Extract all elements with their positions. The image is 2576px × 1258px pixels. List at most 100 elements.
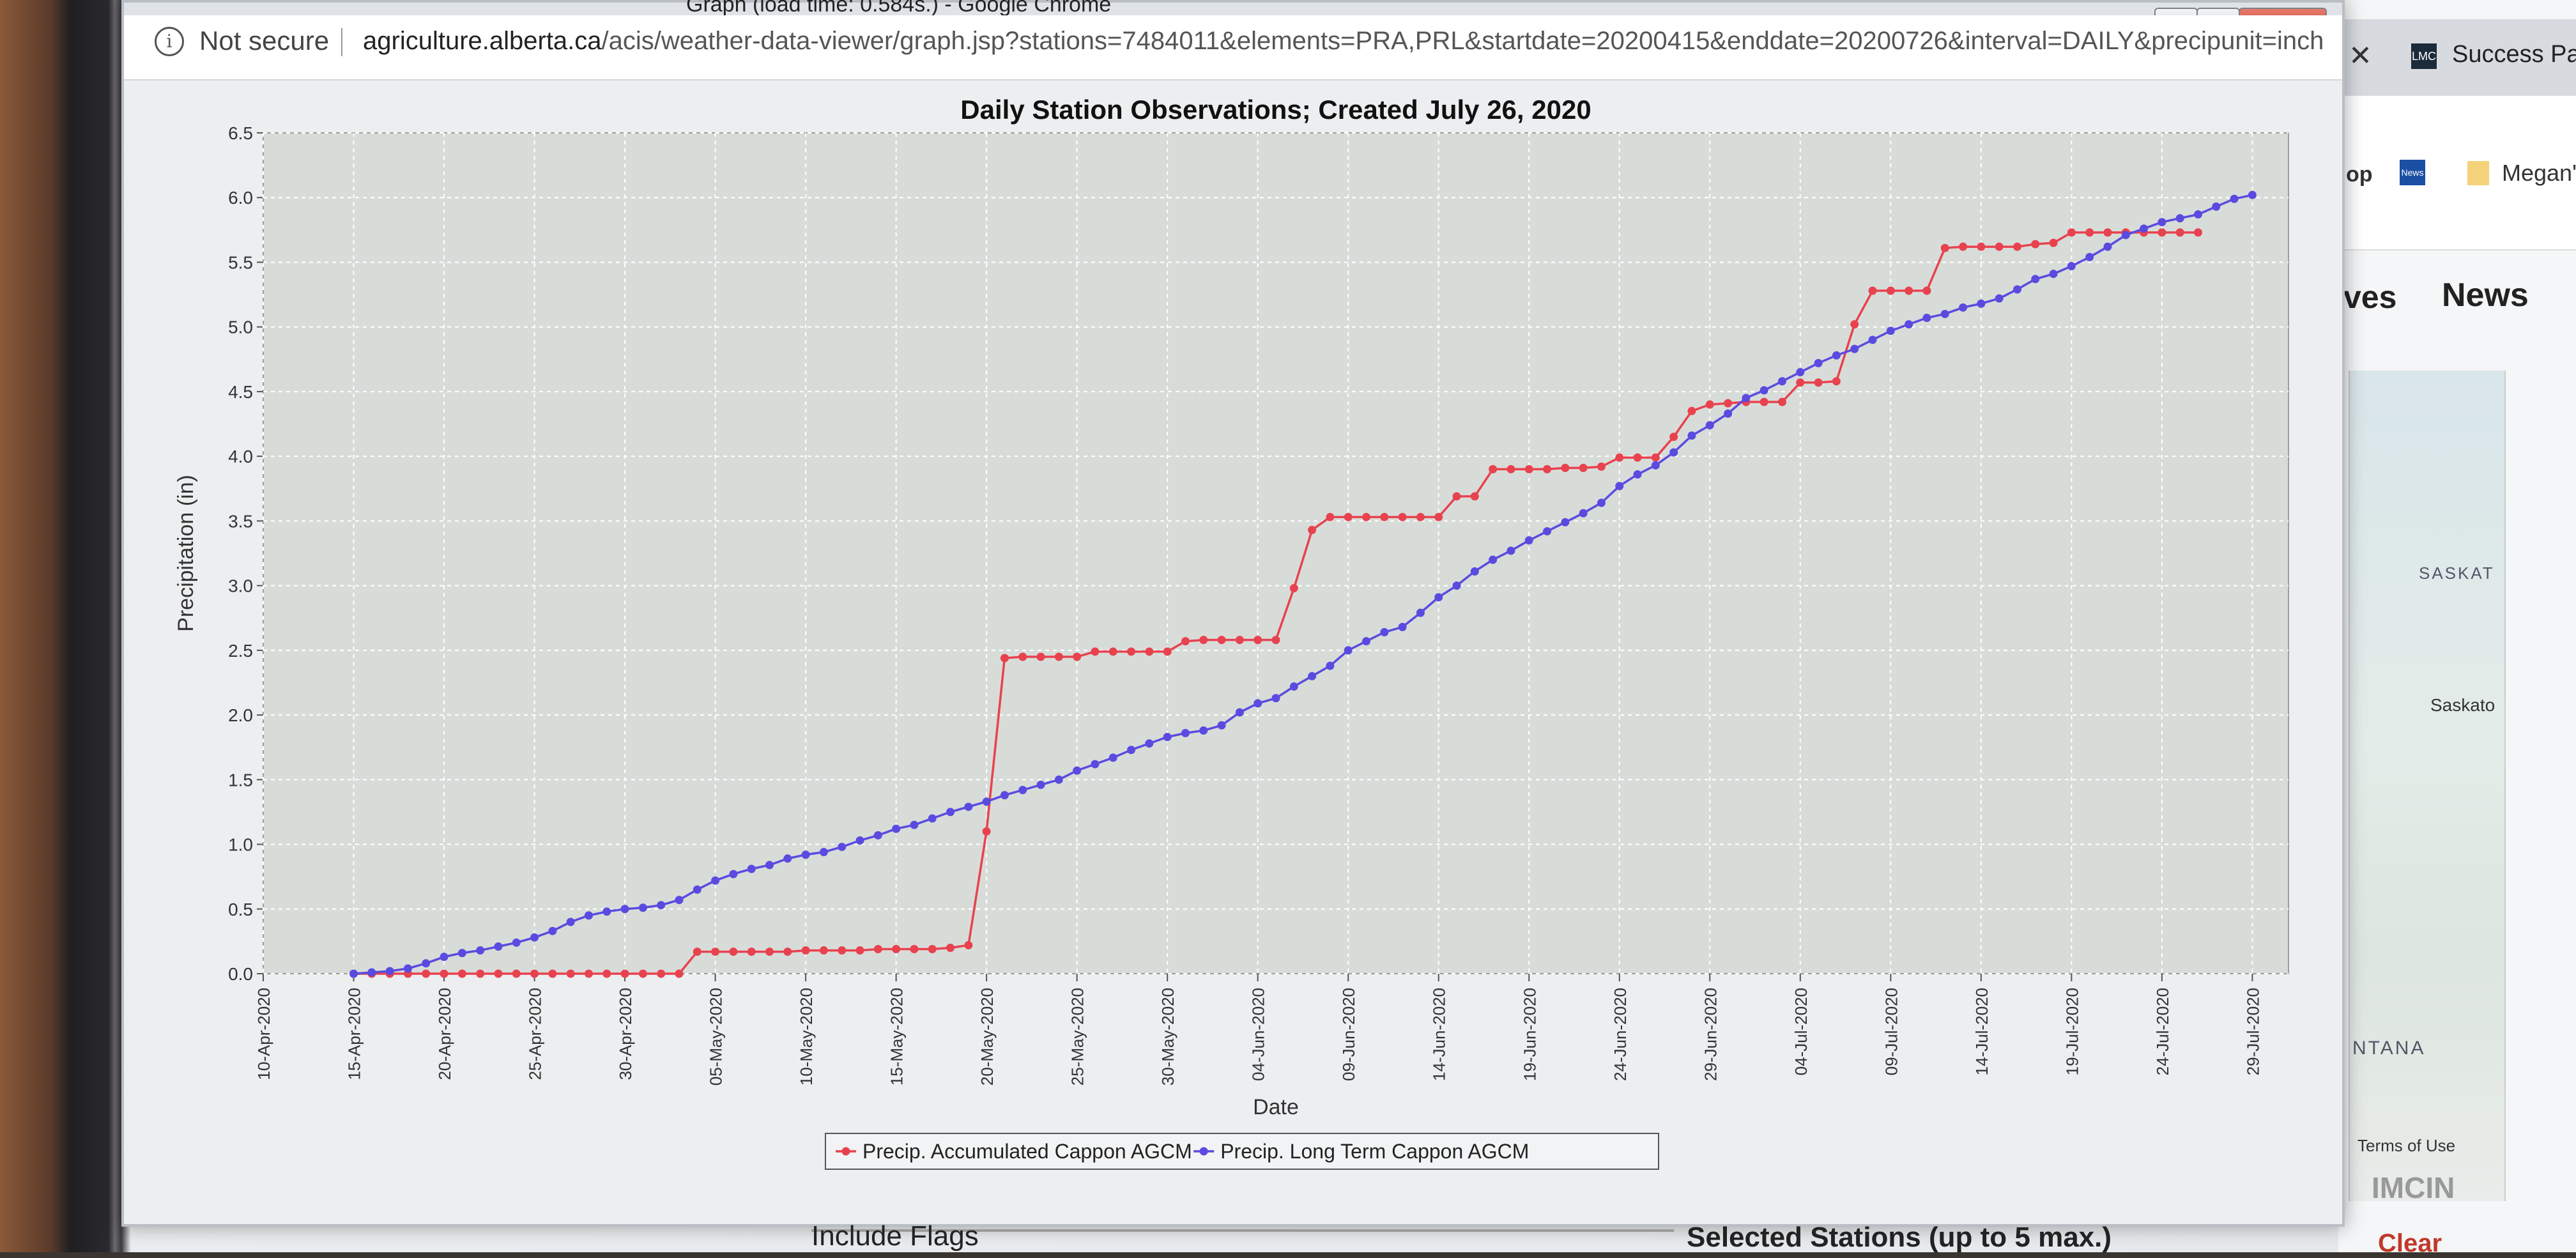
background-tab-title[interactable]: Success Pa bbox=[2452, 41, 2576, 68]
url-path: /acis/weather-data-viewer/graph.jsp?stat… bbox=[602, 27, 2324, 55]
data-point bbox=[367, 968, 376, 976]
selected-stations-label: Selected Stations (up to 5 max.) bbox=[1687, 1222, 2112, 1254]
x-tick-label: 05-May-2020 bbox=[707, 988, 726, 1085]
data-point bbox=[729, 947, 737, 956]
data-point bbox=[657, 970, 665, 978]
x-tick-label: 25-Apr-2020 bbox=[526, 988, 545, 1080]
data-point bbox=[729, 870, 737, 878]
precipitation-chart: Daily Station Observations; Created July… bbox=[124, 81, 2342, 1224]
data-point bbox=[1561, 464, 1569, 472]
address-bar[interactable]: i Not secure agriculture.alberta.ca/acis… bbox=[124, 15, 2342, 81]
data-point bbox=[1163, 647, 1172, 656]
data-point bbox=[675, 970, 683, 978]
x-tick-label: 30-May-2020 bbox=[1158, 988, 1177, 1085]
data-point bbox=[1037, 781, 1045, 789]
data-point bbox=[1742, 394, 1750, 403]
data-point bbox=[1434, 513, 1443, 521]
plot-background bbox=[263, 133, 2288, 974]
data-point bbox=[946, 808, 954, 816]
data-point bbox=[1634, 470, 1642, 479]
data-point bbox=[747, 865, 756, 873]
data-point bbox=[621, 970, 629, 978]
data-point bbox=[1145, 739, 1153, 748]
data-point bbox=[404, 964, 412, 972]
x-tick-label: 15-May-2020 bbox=[887, 988, 907, 1085]
data-point bbox=[1959, 303, 1967, 312]
x-tick-label: 14-Jul-2020 bbox=[1972, 988, 1991, 1075]
data-point bbox=[1091, 760, 1099, 769]
background-bookmark-news-icon[interactable]: News bbox=[2400, 160, 2425, 185]
data-point bbox=[2158, 218, 2166, 226]
data-point bbox=[1652, 454, 1660, 462]
data-point bbox=[1760, 398, 1768, 406]
data-point bbox=[1344, 646, 1353, 654]
background-bookmark-1[interactable]: op bbox=[2346, 162, 2373, 187]
window-title: Graph (load time: 0.584s.) - Google Chro… bbox=[686, 0, 1111, 17]
data-point bbox=[1416, 609, 1425, 617]
info-icon[interactable]: i bbox=[155, 27, 184, 56]
data-point bbox=[802, 850, 810, 859]
data-point bbox=[1778, 398, 1786, 406]
clear-button[interactable]: Clear bbox=[2378, 1229, 2442, 1258]
data-point bbox=[892, 945, 900, 953]
data-point bbox=[1887, 326, 1895, 335]
legend-entry: Precip. Long Term Cappon AGCM bbox=[1220, 1140, 1529, 1163]
data-point bbox=[1669, 449, 1678, 457]
background-bookmark-folder-icon[interactable] bbox=[2467, 161, 2489, 185]
data-point bbox=[2194, 210, 2202, 219]
data-point bbox=[1326, 662, 1334, 670]
data-point bbox=[1000, 791, 1009, 799]
background-tab-close-icon[interactable]: ✕ bbox=[2349, 40, 2372, 72]
data-point bbox=[2212, 203, 2220, 211]
data-point bbox=[675, 896, 683, 904]
background-map-label: IMCIN bbox=[2372, 1170, 2455, 1205]
data-point bbox=[820, 848, 828, 856]
data-point bbox=[1380, 513, 1388, 521]
background-bookmark-3[interactable]: Megan' bbox=[2502, 160, 2576, 187]
url-text[interactable]: agriculture.alberta.ca/acis/weather-data… bbox=[363, 27, 2324, 56]
data-point bbox=[1453, 581, 1461, 590]
data-point bbox=[693, 886, 702, 894]
y-tick-label: 3.5 bbox=[228, 511, 253, 531]
y-tick-label: 5.0 bbox=[228, 318, 253, 337]
data-point bbox=[1832, 377, 1841, 385]
data-point bbox=[983, 797, 991, 806]
data-point bbox=[802, 946, 810, 955]
window-titlebar[interactable]: Graph (load time: 0.584s.) - Google Chro… bbox=[124, 3, 2342, 15]
data-point bbox=[2176, 214, 2184, 222]
data-point bbox=[874, 945, 882, 953]
background-map[interactable] bbox=[2349, 371, 2506, 1201]
data-point bbox=[2103, 243, 2112, 251]
data-point bbox=[1091, 647, 1099, 656]
url-host: agriculture.alberta.ca bbox=[363, 27, 602, 55]
data-point bbox=[2067, 262, 2076, 270]
background-nav-item-news[interactable]: News bbox=[2442, 276, 2529, 314]
data-point bbox=[1399, 623, 1407, 631]
data-point bbox=[494, 970, 502, 978]
data-point bbox=[1506, 546, 1515, 555]
data-point bbox=[1941, 244, 1949, 252]
data-point bbox=[783, 854, 792, 863]
address-separator bbox=[341, 28, 342, 56]
data-point bbox=[567, 918, 575, 926]
data-point bbox=[2031, 275, 2039, 283]
data-point bbox=[1073, 652, 1081, 661]
data-point bbox=[530, 970, 539, 978]
y-tick-label: 4.0 bbox=[228, 447, 253, 466]
data-point bbox=[1489, 465, 1497, 473]
data-point bbox=[602, 970, 611, 978]
data-point bbox=[458, 949, 466, 957]
y-tick-label: 1.0 bbox=[228, 835, 253, 855]
security-status[interactable]: Not secure bbox=[199, 26, 329, 56]
data-point bbox=[856, 946, 864, 955]
x-tick-label: 09-Jun-2020 bbox=[1339, 988, 1358, 1081]
data-point bbox=[1543, 465, 1551, 473]
data-point bbox=[1959, 243, 1967, 251]
data-point bbox=[1724, 399, 1732, 408]
background-map-terms-link[interactable]: Terms of Use bbox=[2358, 1136, 2455, 1156]
data-point bbox=[476, 946, 484, 955]
background-nav-item-1[interactable]: ves bbox=[2343, 279, 2396, 316]
data-point bbox=[1832, 351, 1841, 360]
data-point bbox=[2013, 285, 2021, 293]
chart-title: Daily Station Observations; Created July… bbox=[960, 95, 1591, 125]
